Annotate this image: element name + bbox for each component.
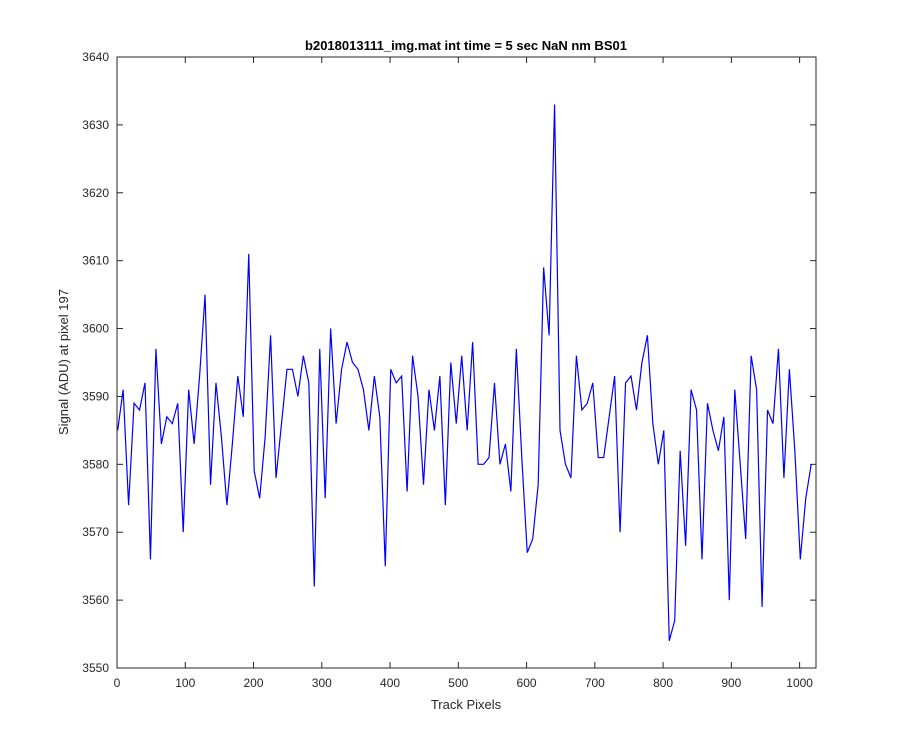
y-tick-label: 3620: [82, 186, 109, 200]
x-tick-label: 500: [448, 676, 468, 690]
x-tick-label: 600: [517, 676, 537, 690]
axes-box: [116, 56, 817, 669]
y-axis-label: Signal (ADU) at pixel 197: [56, 289, 71, 435]
x-tick-label: 0: [114, 676, 121, 690]
y-tick-label: 3610: [82, 254, 109, 268]
x-tick-label: 700: [585, 676, 605, 690]
chart-title: b2018013111_img.mat int time = 5 sec NaN…: [305, 38, 627, 53]
x-tick-label: 100: [175, 676, 195, 690]
x-tick-label: 800: [653, 676, 673, 690]
y-tick-label: 3600: [82, 322, 109, 336]
y-tick-label: 3590: [82, 389, 109, 403]
x-tick-label: 200: [244, 676, 264, 690]
y-tick-label: 3640: [82, 50, 109, 64]
y-tick-label: 3630: [82, 118, 109, 132]
x-axis-label: Track Pixels: [431, 697, 502, 712]
x-tick-label: 300: [312, 676, 332, 690]
x-tick-label: 400: [380, 676, 400, 690]
y-tick-label: 3580: [82, 457, 109, 471]
plot-area: [117, 57, 816, 668]
x-tick-label: 1000: [786, 676, 813, 690]
y-tick-label: 3560: [82, 593, 109, 607]
series-line-0: [117, 104, 812, 641]
y-tick-label: 3570: [82, 525, 109, 539]
x-axis: 0 100 200 300 400 500 600 700 800 900 1000: [114, 57, 813, 690]
y-tick-label: 3550: [82, 661, 109, 675]
x-tick-label: 900: [721, 676, 741, 690]
series-layer: [117, 104, 812, 641]
y-axis: 3550 3560 3570 3580 3590 3600 3610 3620 3630 3640: [82, 50, 816, 675]
